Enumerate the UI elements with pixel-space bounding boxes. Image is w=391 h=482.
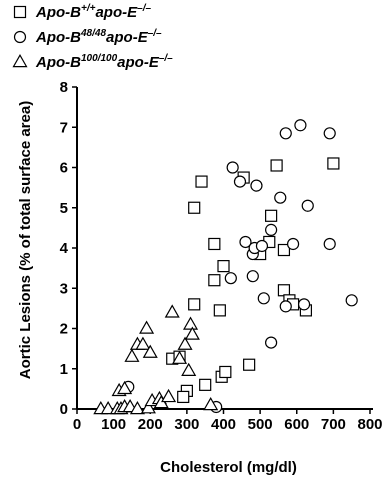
data-point-square — [208, 274, 221, 287]
legend-text-part: Apo-B — [35, 29, 81, 46]
data-point-circle — [301, 199, 314, 212]
data-point-triangle — [203, 396, 219, 411]
data-point-circle — [265, 336, 278, 349]
y-tick-label: 1 — [60, 361, 68, 378]
data-point-circle — [297, 298, 311, 311]
data-point-square — [188, 201, 201, 214]
x-tick-label: 200 — [138, 416, 163, 433]
data-point-triangle — [140, 400, 156, 414]
x-tick-label: 800 — [357, 416, 382, 433]
data-point-triangle — [142, 344, 158, 358]
y-tick-label: 5 — [60, 200, 68, 217]
data-point-square — [208, 237, 221, 251]
x-axis-title: Cholesterol (mg/dl) — [160, 459, 297, 476]
data-points — [93, 119, 358, 415]
data-point-circle — [233, 175, 247, 188]
data-point-triangle — [181, 362, 197, 376]
data-point-circle — [246, 270, 259, 283]
legend-label: Apo-B100/100apo-E–/– — [35, 53, 173, 71]
x-tick-label: 500 — [248, 416, 273, 433]
data-point-circle — [257, 292, 270, 305]
data-point-triangle — [100, 400, 116, 415]
data-point-triangle — [139, 320, 155, 334]
y-axis-title-group: Aortic Lesions (% of total surface area) — [17, 101, 34, 379]
data-point-circle — [294, 119, 307, 132]
legend-entry-1: Apo-B+/+apo-E–/– — [13, 3, 151, 21]
data-point-square — [177, 390, 190, 404]
x-tick-label: 600 — [284, 416, 309, 433]
x-tick-label: 700 — [321, 416, 346, 433]
data-point-circle — [286, 237, 300, 251]
data-point-triangle — [161, 388, 177, 403]
data-point-square — [217, 260, 230, 273]
data-point-circle — [279, 127, 292, 140]
legend-text-part: apo-E — [95, 4, 138, 21]
legend-superscript: 100/100 — [81, 53, 118, 64]
legend-text-part: apo-E — [106, 29, 149, 46]
legend-circle-icon — [13, 30, 27, 44]
legend-label: Apo-B48/48apo-E–/– — [35, 28, 162, 46]
y-tick-label: 2 — [60, 321, 68, 338]
data-point-circle — [226, 161, 239, 174]
y-tick-label: 4 — [60, 240, 69, 257]
y-tick-label: 8 — [60, 79, 68, 96]
data-point-circle — [255, 239, 269, 253]
legend-label: Apo-B+/+apo-E–/– — [35, 3, 151, 21]
y-tick-label: 0 — [60, 401, 68, 418]
data-point-square — [327, 157, 340, 170]
data-point-triangle — [172, 350, 188, 364]
data-point-square — [213, 304, 226, 317]
legend-entry-3: Apo-B100/100apo-E–/– — [12, 53, 173, 71]
legend-superscript: –/– — [148, 28, 162, 39]
data-point-square — [270, 159, 283, 172]
data-point-circle — [345, 294, 358, 307]
y-axis-ticks: 0 1 2 3 4 5 6 7 8 — [60, 79, 77, 418]
legend-triangle-icon — [12, 53, 28, 68]
y-axis-title: Aortic Lesions (% of total surface area) — [17, 101, 34, 379]
legend-entry-2: Apo-B48/48apo-E–/– — [13, 28, 162, 46]
data-point-triangle — [184, 326, 200, 340]
data-point-square — [265, 209, 278, 222]
x-tick-label: 400 — [211, 416, 236, 433]
data-point-square — [277, 284, 291, 297]
data-point-triangle — [164, 304, 180, 318]
data-point-square — [199, 378, 212, 391]
data-point-circle — [224, 272, 237, 285]
x-tick-label: 100 — [101, 416, 126, 433]
data-point-square — [243, 358, 256, 371]
legend-superscript: –/– — [137, 3, 151, 14]
legend: Apo-B+/+apo-E–/– Apo-B48/48apo-E–/– Apo-… — [12, 3, 173, 71]
data-point-circle — [250, 179, 263, 192]
data-point-square — [195, 175, 208, 188]
data-point-circle — [274, 191, 287, 204]
legend-text-part: apo-E — [117, 54, 160, 71]
legend-text-part: Apo-B — [35, 4, 81, 21]
data-point-triangle — [117, 380, 133, 395]
data-point-circle — [279, 300, 292, 313]
x-tick-label: 0 — [73, 416, 81, 433]
data-point-circle — [239, 235, 252, 249]
legend-superscript: –/– — [159, 53, 173, 64]
data-point-square — [219, 365, 232, 379]
y-tick-label: 3 — [60, 280, 68, 297]
legend-superscript: +/+ — [81, 3, 96, 14]
legend-text-part: Apo-B — [35, 54, 81, 71]
data-point-square — [188, 298, 201, 311]
data-point-triangle — [177, 336, 193, 350]
legend-square-icon — [13, 5, 27, 19]
data-point-square — [277, 243, 291, 257]
data-point-circle — [265, 223, 278, 236]
data-point-triangle — [183, 316, 199, 330]
x-tick-label: 300 — [174, 416, 199, 433]
y-tick-label: 7 — [60, 119, 68, 136]
y-tick-label: 6 — [60, 160, 68, 177]
x-axis-ticks: 0 100 200 300 400 500 600 700 800 — [73, 409, 383, 433]
data-point-circle — [323, 237, 336, 251]
data-point-triangle — [124, 348, 140, 362]
legend-superscript: 48/48 — [80, 28, 106, 39]
data-point-triangle — [135, 336, 151, 350]
data-point-circle — [323, 127, 336, 140]
data-point-triangle — [129, 400, 145, 415]
